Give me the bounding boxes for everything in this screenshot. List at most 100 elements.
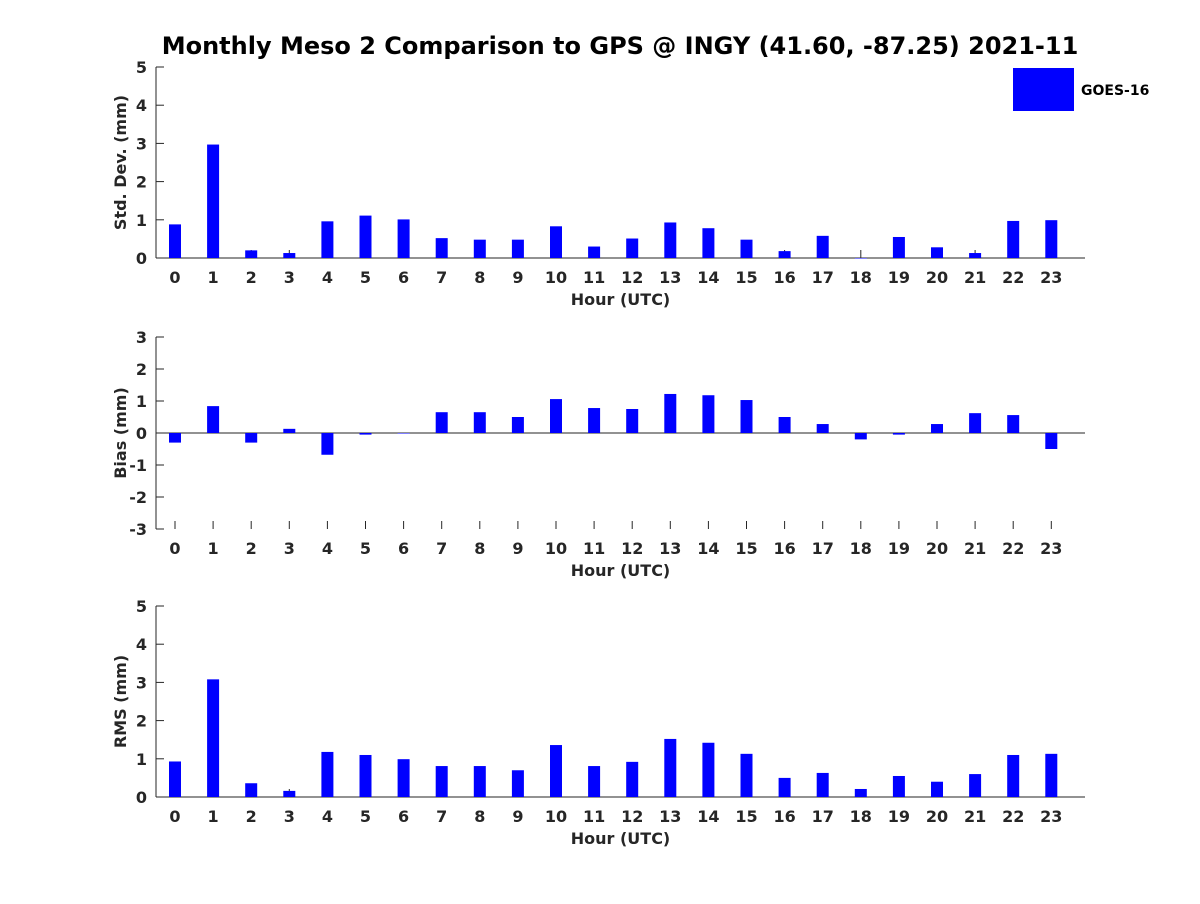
bar bbox=[816, 424, 829, 433]
x-tick-label: 23 bbox=[1040, 807, 1062, 826]
bar bbox=[626, 761, 639, 797]
x-tick-label: 8 bbox=[474, 268, 485, 287]
bar bbox=[931, 781, 943, 797]
x-tick-label: 16 bbox=[773, 268, 795, 287]
bar bbox=[397, 219, 410, 258]
y-tick-label: 3 bbox=[136, 328, 147, 347]
bar bbox=[626, 409, 639, 433]
x-tick-label: 14 bbox=[697, 268, 719, 287]
bar bbox=[321, 433, 334, 455]
x-tick-label: 8 bbox=[474, 539, 485, 558]
x-tick-label: 1 bbox=[208, 539, 219, 558]
y-tick-label: 5 bbox=[136, 58, 147, 77]
bar bbox=[702, 742, 715, 797]
bar bbox=[169, 433, 181, 443]
x-tick-label: 12 bbox=[621, 807, 643, 826]
bar bbox=[740, 400, 753, 433]
y-tick-label: 1 bbox=[136, 211, 147, 230]
x-tick-label: 11 bbox=[583, 268, 605, 287]
x-tick-label: 6 bbox=[398, 539, 409, 558]
x-tick-label: 23 bbox=[1040, 268, 1062, 287]
bar bbox=[169, 224, 181, 258]
x-tick-label: 21 bbox=[964, 807, 986, 826]
x-tick-label: 19 bbox=[888, 268, 910, 287]
x-tick-label: 2 bbox=[246, 807, 257, 826]
bar bbox=[702, 395, 715, 433]
bar bbox=[1007, 754, 1020, 797]
bar bbox=[664, 222, 677, 258]
bar bbox=[435, 766, 448, 797]
bar bbox=[1007, 220, 1020, 258]
x-tick-label: 22 bbox=[1002, 807, 1024, 826]
x-tick-label: 15 bbox=[735, 539, 757, 558]
x-tick-label: 3 bbox=[284, 807, 295, 826]
y-tick-label: 3 bbox=[136, 673, 147, 692]
x-tick-label: 2 bbox=[246, 268, 257, 287]
bar bbox=[283, 790, 296, 797]
x-tick-label: 11 bbox=[583, 539, 605, 558]
x-tick-label: 13 bbox=[659, 268, 681, 287]
x-tick-label: 7 bbox=[436, 539, 447, 558]
bar bbox=[1045, 433, 1058, 449]
bar bbox=[854, 788, 867, 797]
x-tick-label: 6 bbox=[398, 268, 409, 287]
x-tick-label: 8 bbox=[474, 807, 485, 826]
bar bbox=[245, 783, 258, 797]
bar bbox=[245, 250, 258, 258]
bar bbox=[588, 766, 601, 797]
y-tick-label: 4 bbox=[136, 635, 147, 654]
x-tick-label: 0 bbox=[169, 807, 180, 826]
bar bbox=[245, 433, 258, 443]
bar bbox=[207, 406, 220, 433]
x-tick-label: 18 bbox=[850, 268, 872, 287]
x-tick-label: 16 bbox=[773, 539, 795, 558]
x-tick-label: 6 bbox=[398, 807, 409, 826]
bar bbox=[816, 235, 829, 258]
x-tick-label: 18 bbox=[850, 539, 872, 558]
x-tick-label: 15 bbox=[735, 268, 757, 287]
bar bbox=[740, 753, 753, 797]
bar bbox=[397, 433, 410, 434]
y-tick-label: 2 bbox=[136, 360, 147, 379]
legend: GOES-16 bbox=[1013, 68, 1149, 111]
y-tick-label: 0 bbox=[136, 788, 147, 807]
x-tick-label: 21 bbox=[964, 539, 986, 558]
x-tick-label: 15 bbox=[735, 807, 757, 826]
bar bbox=[473, 766, 486, 797]
bar bbox=[892, 236, 905, 258]
x-tick-label: 20 bbox=[926, 807, 948, 826]
bar bbox=[397, 759, 410, 797]
bar bbox=[778, 251, 791, 258]
x-tick-label: 13 bbox=[659, 807, 681, 826]
x-tick-label: 9 bbox=[512, 807, 523, 826]
y-tick-label: 2 bbox=[136, 712, 147, 731]
x-tick-label: 7 bbox=[436, 807, 447, 826]
x-tick-label: 21 bbox=[964, 268, 986, 287]
y-tick-label: 2 bbox=[136, 173, 147, 192]
chart-title: Monthly Meso 2 Comparison to GPS @ INGY … bbox=[162, 32, 1079, 60]
legend-swatch-goes-16 bbox=[1013, 68, 1074, 111]
y-axis-label: RMS (mm) bbox=[111, 655, 130, 748]
x-tick-label: 9 bbox=[512, 539, 523, 558]
x-tick-label: 17 bbox=[812, 807, 834, 826]
x-tick-label: 0 bbox=[169, 539, 180, 558]
x-axis-label: Hour (UTC) bbox=[571, 290, 671, 309]
y-tick-label: 0 bbox=[136, 249, 147, 268]
bar bbox=[550, 399, 562, 433]
x-tick-label: 20 bbox=[926, 539, 948, 558]
bar bbox=[207, 679, 220, 797]
x-tick-label: 23 bbox=[1040, 539, 1062, 558]
x-tick-label: 22 bbox=[1002, 539, 1024, 558]
x-tick-label: 10 bbox=[545, 539, 567, 558]
x-tick-label: 3 bbox=[284, 268, 295, 287]
bar bbox=[207, 144, 220, 258]
y-tick-label: 0 bbox=[136, 424, 147, 443]
x-tick-label: 19 bbox=[888, 539, 910, 558]
y-axis-label: Bias (mm) bbox=[111, 387, 130, 479]
bar bbox=[588, 408, 601, 433]
